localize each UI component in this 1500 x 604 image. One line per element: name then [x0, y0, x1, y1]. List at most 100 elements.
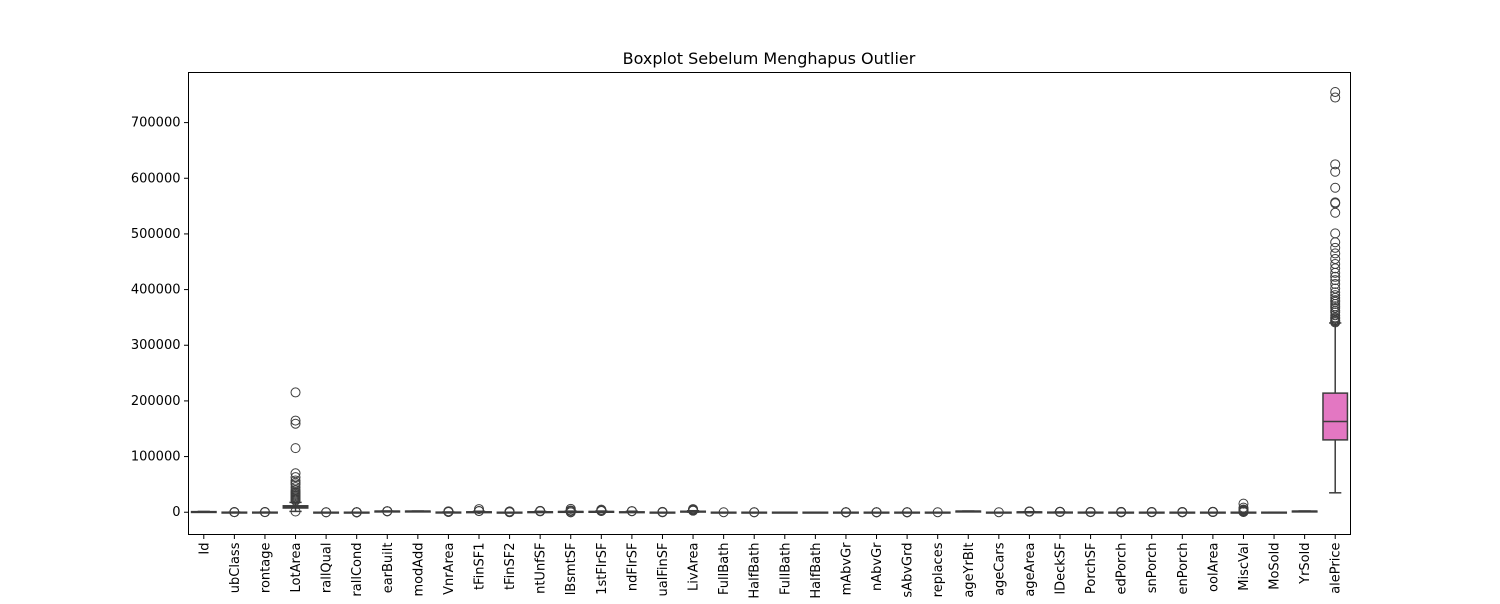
outlier-point [840, 507, 851, 518]
plot-area: 0 100000 200000 300000 400000 500000 600000 700… [131, 86, 1349, 599]
outlier-point [1330, 295, 1341, 306]
x-tick-label: rallCond [350, 543, 365, 597]
box-body [1322, 392, 1349, 441]
x-tick-label: VnrArea [442, 543, 457, 595]
x-tick-label: Id [197, 543, 212, 555]
x-tick-label: earBuilt [381, 543, 396, 594]
chart-title: Boxplot Sebelum Menghapus Outlier [623, 49, 916, 68]
plot-frame [188, 72, 1351, 535]
outlier-point [321, 507, 332, 518]
x-tick-label: ageArea [1023, 543, 1038, 597]
x-tick-label: snPorch [1145, 543, 1160, 594]
outlier-point [718, 507, 729, 518]
x-tick-label: rontage [258, 543, 273, 594]
x-tick-label: enPorch [1176, 543, 1191, 595]
x-tick-label: HalfBath [809, 543, 824, 599]
outlier-point [1330, 248, 1341, 259]
x-tick-label: edPorch [1115, 543, 1130, 595]
outlier-point [259, 507, 270, 518]
outlier-point [1330, 253, 1341, 264]
x-tick-label: ntUnfSF [534, 543, 549, 594]
x-tick-label: FullBath [717, 543, 732, 595]
outlier-point [229, 507, 240, 518]
outlier-point [290, 443, 301, 454]
outlier-point [596, 504, 607, 515]
x-tick-label: ualFinSF [656, 543, 671, 597]
outlier-point [902, 507, 913, 518]
x-tick-label: MiscVal [1237, 543, 1252, 591]
y-tick-label: 0 [172, 505, 180, 520]
x-tick-label: modAdd [411, 543, 426, 597]
x-tick-label: rallQual [320, 543, 335, 594]
outlier-point [565, 503, 576, 514]
outlier-point [1330, 207, 1341, 218]
outlier-point [993, 507, 1004, 518]
outlier-point [1116, 506, 1127, 517]
x-tick-label: tFinSF1 [473, 543, 488, 590]
outlier-point [290, 387, 301, 398]
outlier-point [932, 507, 943, 518]
x-tick-label: oolArea [1206, 543, 1221, 592]
outlier-point [657, 506, 668, 517]
outlier-point [1055, 506, 1065, 517]
y-tick-label: 200000 [131, 394, 181, 409]
outlier-point [1330, 92, 1341, 103]
outlier-point [351, 507, 362, 518]
x-tick-label: ndFlrSF [625, 543, 640, 592]
outlier-point [1207, 506, 1218, 517]
outlier-point [1330, 301, 1341, 312]
outlier-point [474, 504, 484, 515]
outlier-point [1330, 197, 1341, 208]
x-tick-label: tFinSF2 [503, 543, 518, 590]
outlier-point [1330, 237, 1341, 248]
outlier-point [290, 472, 301, 483]
outlier-point [1330, 290, 1341, 301]
outlier-point [535, 505, 546, 516]
y-tick-label: 100000 [131, 450, 181, 465]
outlier-point [688, 504, 699, 515]
outlier-point [1177, 506, 1188, 517]
x-tick-label: ageCars [992, 542, 1007, 596]
x-tick-label: MoSold [1268, 543, 1283, 590]
outlier-point [749, 507, 760, 518]
x-tick-label: sAbvGrd [901, 543, 916, 598]
x-tick-label: ageYrBlt [962, 543, 977, 598]
outlier-point [1330, 166, 1341, 177]
outlier-point [1146, 506, 1157, 517]
outlier-point [1330, 279, 1341, 290]
y-tick-label: 600000 [131, 171, 181, 186]
outlier-point [290, 468, 301, 479]
outlier-point [1330, 182, 1341, 193]
x-tick-label: 1stFlrSF [595, 543, 610, 595]
x-tick-label: mAbvGr [839, 542, 854, 596]
y-tick-label: 400000 [131, 283, 181, 298]
x-tick-label: LivArea [687, 543, 702, 591]
outlier-point [443, 506, 454, 517]
outlier-point [290, 475, 301, 486]
x-tick-label: ubClass [228, 542, 243, 593]
outlier-point [1330, 159, 1341, 170]
outlier-point [871, 507, 882, 518]
x-tick-label: YrSold [1298, 543, 1313, 585]
y-tick-label: 300000 [131, 338, 181, 353]
x-tick-label: FullBath [778, 543, 793, 595]
outlier-point [504, 506, 515, 517]
outlier-point [290, 418, 301, 429]
y-tick-label: 700000 [131, 116, 181, 131]
outlier-point [1238, 498, 1249, 509]
outlier-point [1085, 506, 1096, 517]
x-tick-label: lDeckSF [1054, 543, 1069, 595]
outlier-point [1330, 242, 1341, 253]
x-tick-label: HalfBath [748, 543, 763, 599]
outlier-point [290, 415, 301, 426]
outlier-point [626, 506, 637, 517]
y-tick-label: 500000 [131, 227, 181, 242]
outlier-point [1024, 506, 1035, 517]
outlier-point [1330, 86, 1341, 97]
outlier-point [290, 482, 301, 493]
x-tick-label: LotArea [289, 543, 304, 593]
x-tick-label: nAbvGr [870, 542, 885, 591]
outlier-point [290, 506, 301, 517]
